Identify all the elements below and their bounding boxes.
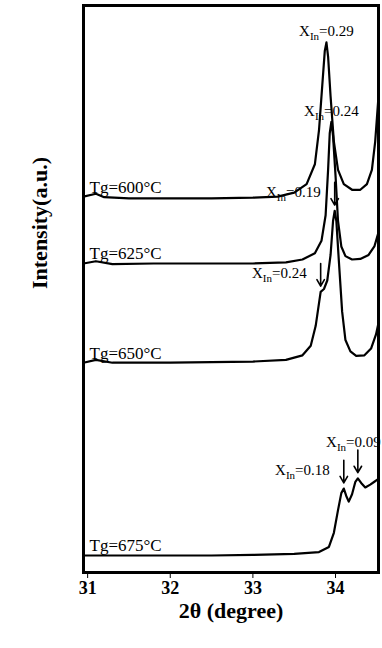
svg-text:XIn=0.09: XIn=0.09 (326, 434, 381, 453)
svg-text:31: 31 (79, 578, 97, 598)
svg-text:Tg=625°C: Tg=625°C (90, 244, 162, 263)
svg-text:Intensity(a.u.): Intensity(a.u.) (27, 157, 52, 289)
svg-text:XIn=0.19: XIn=0.19 (266, 184, 321, 203)
svg-text:33: 33 (244, 578, 262, 598)
svg-text:XIn=0.18: XIn=0.18 (275, 462, 330, 481)
svg-text:34: 34 (327, 578, 345, 598)
svg-text:XIn=0.24: XIn=0.24 (304, 103, 359, 122)
svg-text:XIn=0.24: XIn=0.24 (252, 265, 307, 284)
svg-text:2θ (degree): 2θ (degree) (179, 598, 284, 623)
svg-text:Tg=675°C: Tg=675°C (90, 536, 162, 555)
svg-text:XIn=0.29: XIn=0.29 (299, 23, 354, 42)
svg-text:Tg=600°C: Tg=600°C (90, 178, 162, 197)
svg-text:32: 32 (161, 578, 179, 598)
svg-text:Tg=650°C: Tg=650°C (90, 344, 162, 363)
